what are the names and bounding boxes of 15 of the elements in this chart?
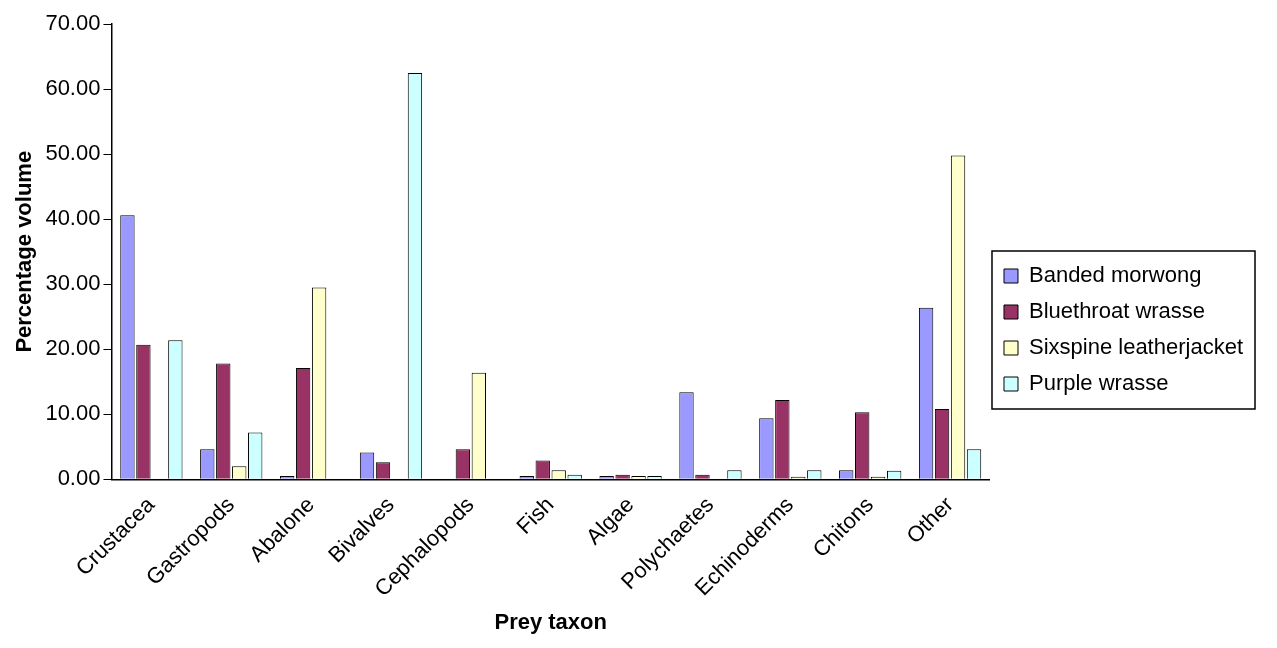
y-tick-label: 40.00 [45, 205, 101, 231]
x-axis-title: Prey taxon [494, 608, 607, 634]
y-tick-label: 70.00 [45, 10, 101, 36]
y-tick-label: 60.00 [45, 75, 101, 101]
y-tick-label: 10.00 [45, 400, 101, 426]
y-tick-label: 50.00 [45, 140, 101, 166]
y-tick-label: 30.00 [45, 270, 101, 296]
y-axis-title: Percentage volume [11, 150, 37, 353]
legend-label: Sixspine leatherjacket [1028, 334, 1244, 360]
y-tick-label: 20.00 [45, 335, 101, 361]
legend-label: Purple wrasse [1028, 370, 1169, 396]
y-tick-label: 0.00 [57, 465, 101, 491]
x-tick-label: Fish [511, 491, 559, 539]
legend-label: Bluethroat wrasse [1028, 298, 1206, 324]
legend-label: Banded morwong [1028, 262, 1202, 288]
